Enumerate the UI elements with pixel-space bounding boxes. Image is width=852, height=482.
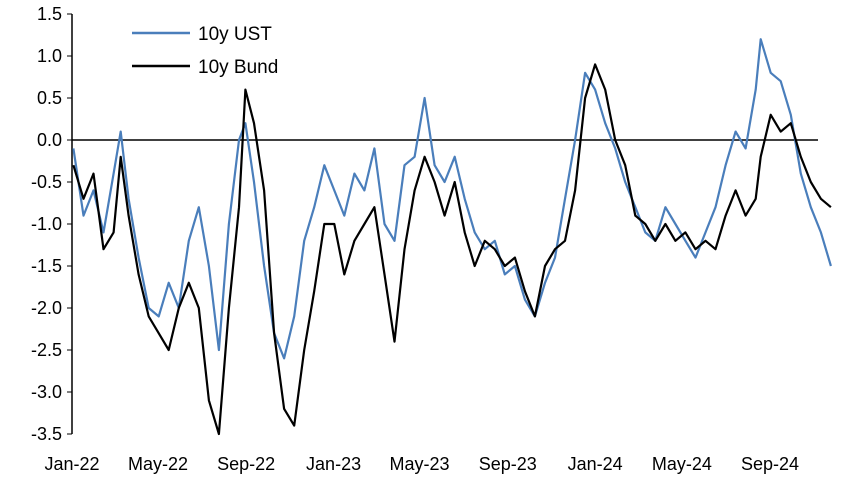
legend-label-10y-ust: 10y UST (198, 24, 272, 45)
series-lines (72, 38, 832, 436)
series-line-10y-bund (72, 63, 832, 436)
x-tick-label: Jan-24 (568, 454, 623, 474)
x-tick-label: Sep-24 (741, 454, 799, 474)
y-tick-label: 0.0 (37, 130, 62, 150)
y-tick-label: -0.5 (31, 172, 62, 192)
y-axis-ticks: 1.5 1.0 0.5 0.0 -0.5 -1.0 -1.5 -2.0 -2.5 -3.0 -3.5 (31, 4, 72, 444)
series-line-10y-ust (72, 38, 832, 360)
x-tick-label: Jan-23 (306, 454, 361, 474)
y-tick-label: 1.5 (37, 4, 62, 24)
legend: 10y UST 10y Bund (132, 24, 278, 78)
x-tick-label: Sep-23 (479, 454, 537, 474)
y-tick-label: -2.5 (31, 340, 62, 360)
x-tick-label: Sep-22 (217, 454, 275, 474)
y-tick-label: -2.0 (31, 298, 62, 318)
x-tick-label: May-23 (390, 454, 450, 474)
x-tick-label: Jan-22 (44, 454, 99, 474)
y-tick-label: -1.0 (31, 214, 62, 234)
x-tick-label: May-24 (652, 454, 712, 474)
y-tick-label: -3.0 (31, 382, 62, 402)
x-axis-ticks: Jan-22 May-22 Sep-22 Jan-23 May-23 Sep-23 Jan-… (44, 454, 799, 474)
y-tick-label: -3.5 (31, 424, 62, 444)
legend-label-10y-bund: 10y Bund (198, 57, 278, 78)
y-tick-label: 1.0 (37, 46, 62, 66)
y-tick-label: -1.5 (31, 256, 62, 276)
x-tick-label: May-22 (128, 454, 188, 474)
y-tick-label: 0.5 (37, 88, 62, 108)
